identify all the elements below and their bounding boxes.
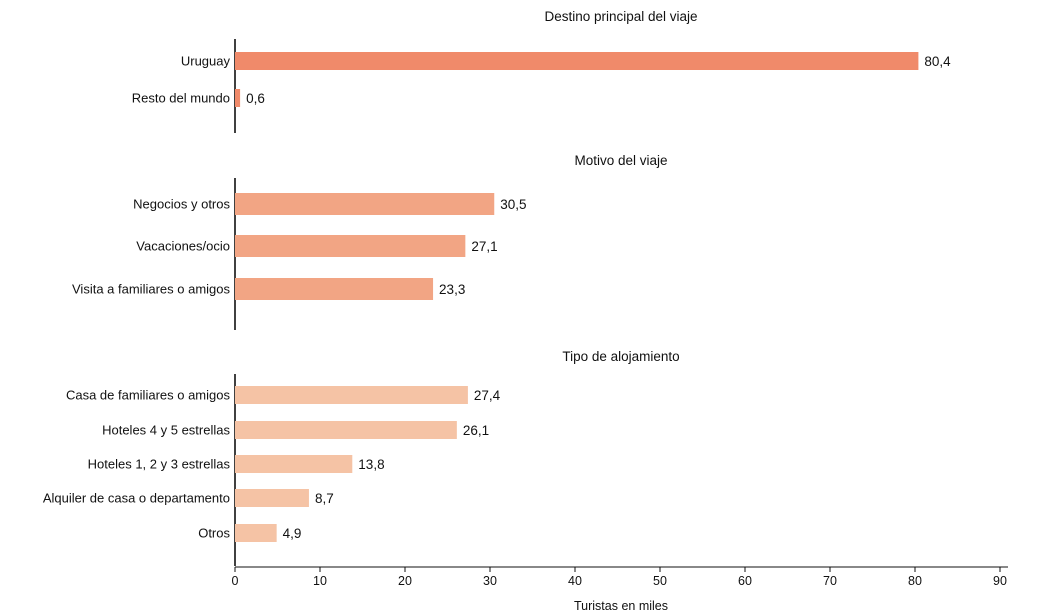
category-label: Casa de familiares o amigos	[66, 388, 231, 403]
value-label: 0,6	[246, 91, 265, 106]
panel-2: Motivo del viaje Negocios y otros 30,5 Vaca…	[72, 153, 668, 330]
x-tick-label: 0	[232, 574, 239, 588]
value-label: 30,5	[500, 197, 526, 212]
value-label: 8,7	[315, 491, 334, 506]
category-label: Resto del mundo	[132, 91, 230, 106]
x-tick-label: 90	[993, 574, 1007, 588]
bar	[235, 278, 434, 300]
panel-1: Destino principal del viaje Uruguay 80,4 Re…	[132, 9, 951, 133]
x-tick-label: 80	[908, 574, 922, 588]
x-tick-label: 50	[653, 574, 667, 588]
value-label: 23,3	[439, 282, 465, 297]
x-axis-title: Turistas en miles	[574, 599, 668, 613]
category-label: Hoteles 1, 2 y 3 estrellas	[88, 457, 231, 472]
x-tick-label: 30	[483, 574, 497, 588]
category-label: Visita a familiares o amigos	[72, 282, 230, 297]
value-label: 26,1	[463, 423, 489, 438]
bar	[235, 524, 277, 542]
value-label: 13,8	[358, 457, 384, 472]
value-label: 80,4	[924, 54, 951, 69]
bar	[235, 52, 919, 70]
x-tick-label: 70	[823, 574, 837, 588]
category-label: Uruguay	[181, 54, 231, 69]
x-axis: 0 10 20 30 40 50 60 70 80 90	[232, 566, 1008, 588]
value-label: 27,1	[471, 239, 497, 254]
x-tick-label: 10	[313, 574, 327, 588]
category-label: Hoteles 4 y 5 estrellas	[102, 423, 230, 438]
panel-3: Tipo de alojamiento Casa de familiares o …	[43, 349, 680, 566]
panels: Destino principal del viaje Uruguay 80,4 Re…	[43, 9, 951, 566]
bar	[235, 89, 241, 107]
value-label: 27,4	[474, 388, 501, 403]
category-label: Otros	[198, 526, 230, 541]
bar	[235, 386, 468, 404]
category-label: Alquiler de casa o departamento	[43, 491, 230, 506]
x-tick-label: 60	[738, 574, 752, 588]
category-label: Vacaciones/ocio	[136, 239, 230, 254]
bar	[235, 235, 466, 257]
bar	[235, 489, 309, 507]
x-tick-label: 20	[398, 574, 412, 588]
bar	[235, 421, 457, 439]
x-tick-label: 40	[568, 574, 582, 588]
value-label: 4,9	[283, 526, 302, 541]
panel-title: Destino principal del viaje	[544, 9, 697, 24]
category-label: Negocios y otros	[133, 197, 230, 212]
bar	[235, 193, 495, 215]
panel-title: Motivo del viaje	[574, 153, 667, 168]
panel-title: Tipo de alojamiento	[562, 349, 679, 364]
bar	[235, 455, 353, 473]
